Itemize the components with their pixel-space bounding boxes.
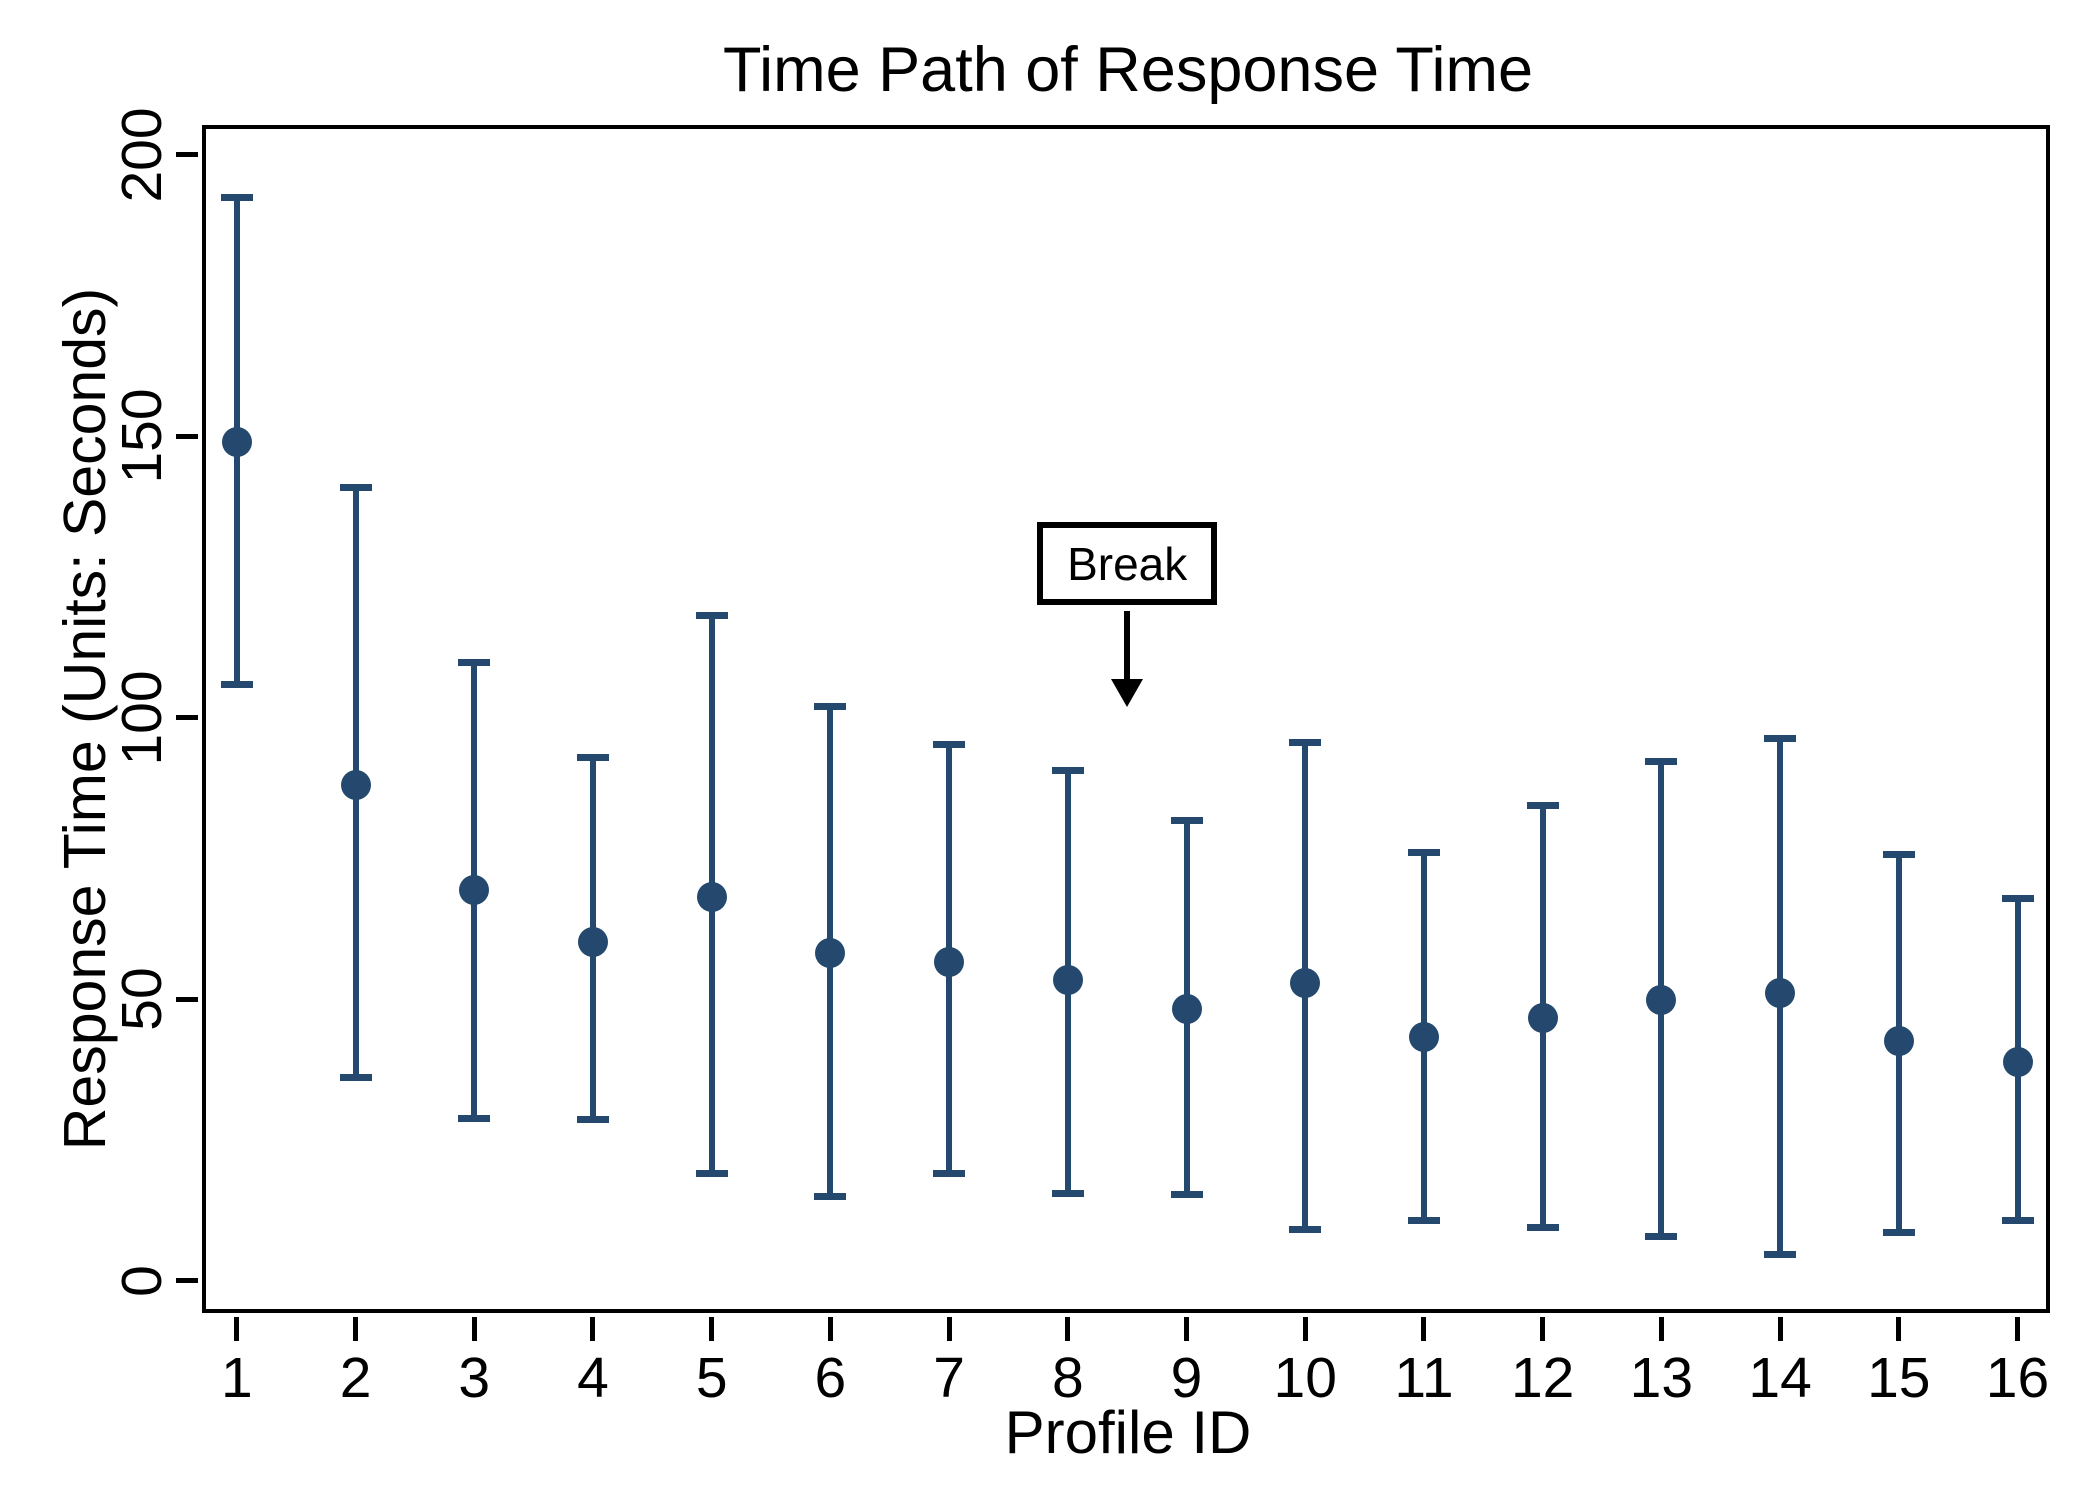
- y-axis-tick-label: 50: [110, 967, 174, 1032]
- mean-point-marker: [1765, 977, 1796, 1008]
- x-axis-tick: [1302, 1317, 1308, 1341]
- x-axis-tick-label: 10: [1273, 1346, 1337, 1410]
- x-axis-tick-label: 16: [1985, 1346, 2050, 1410]
- error-bar-upper-cap: [695, 612, 728, 620]
- y-axis-tick-label: 0: [110, 1264, 174, 1297]
- x-axis-tick: [1184, 1317, 1190, 1341]
- error-bar-lower-cap: [1882, 1229, 1915, 1237]
- error-bar-lower-cap: [339, 1073, 372, 1081]
- plot-area: Break 0 50 100 150 200 1 2 3 4 5 6 7 8 9 10 11 12 13 14 15 1…: [110, 107, 2050, 1410]
- chart-title: Time Path of Response Time: [722, 35, 1534, 105]
- error-bar-lower-cap: [1051, 1190, 1084, 1198]
- x-axis-tick-label: 4: [577, 1346, 609, 1410]
- mean-point-marker: [221, 427, 252, 457]
- error-bar-upper-cap: [1170, 817, 1203, 825]
- error-bar-upper-cap: [933, 741, 966, 749]
- x-axis-tick: [2015, 1317, 2020, 1341]
- mean-point-marker: [1408, 1022, 1439, 1053]
- break-arrow-shaft: [1124, 611, 1131, 681]
- y-axis-tick-label: 150: [110, 388, 174, 484]
- error-bar-upper-cap: [1051, 767, 1084, 775]
- error-bar-lower-cap: [1764, 1251, 1797, 1259]
- x-axis-tick-label: 12: [1510, 1346, 1575, 1410]
- error-bar-lower-cap: [1289, 1225, 1322, 1233]
- x-axis-tick: [1658, 1317, 1664, 1341]
- x-axis-tick: [590, 1317, 596, 1341]
- x-axis-tick-label: 7: [933, 1346, 965, 1410]
- error-bar-upper-cap: [458, 659, 491, 667]
- y-axis-tick-label: 200: [110, 107, 174, 203]
- error-bar-upper-cap: [1407, 849, 1440, 857]
- x-axis-tick: [471, 1317, 477, 1341]
- break-arrow-head-icon: [1111, 678, 1144, 707]
- mean-point-marker: [815, 937, 846, 968]
- error-bar-lower-cap: [220, 681, 253, 689]
- x-axis-tick: [1540, 1317, 1546, 1341]
- mean-point-marker: [2002, 1046, 2033, 1077]
- x-axis-label: Profile ID: [1004, 1399, 1252, 1466]
- error-bar-upper-cap: [1289, 738, 1322, 746]
- x-axis-tick-label: 6: [814, 1346, 847, 1410]
- error-bar-lower-cap: [933, 1170, 966, 1178]
- x-axis-tick-label: 2: [339, 1346, 372, 1410]
- error-bar-upper-cap: [1882, 851, 1915, 859]
- error-bar-lower-cap: [1170, 1191, 1203, 1199]
- error-bar-upper-cap: [576, 754, 609, 762]
- mean-point-marker: [1290, 968, 1321, 999]
- mean-point-marker: [340, 769, 371, 800]
- error-bar-lower-cap: [2001, 1217, 2034, 1225]
- error-bar-upper-cap: [1645, 758, 1678, 766]
- x-axis-tick: [1065, 1317, 1071, 1341]
- x-axis-tick: [827, 1317, 833, 1341]
- error-bar-upper-cap: [814, 702, 847, 710]
- mean-point-marker: [1527, 1002, 1558, 1033]
- x-axis-tick: [709, 1317, 715, 1341]
- y-axis-tick-label: 100: [110, 670, 174, 766]
- mean-point-marker: [1052, 964, 1083, 995]
- x-axis-tick-label: 14: [1748, 1346, 1812, 1410]
- mean-point-marker: [1171, 993, 1202, 1024]
- x-axis-tick-label: 3: [458, 1346, 491, 1410]
- error-bar-lower-cap: [814, 1193, 847, 1201]
- plot-inner: Break 0 50 100 150 200 1 2 3 4 5 6 7 8 9 10 11 12 13 14 15 1…: [110, 107, 2049, 1410]
- mean-point-marker: [1883, 1026, 1914, 1057]
- break-annotation-label: Break: [1067, 537, 1188, 590]
- mean-point-marker: [459, 875, 490, 906]
- mean-point-marker: [1646, 984, 1677, 1015]
- x-axis-tick: [234, 1317, 240, 1341]
- y-axis-tick: [176, 152, 198, 158]
- break-annotation-box: Break: [1037, 521, 1218, 606]
- error-bar-lower-cap: [576, 1116, 609, 1124]
- error-bar-upper-cap: [1526, 801, 1559, 809]
- x-axis-tick-label: 11: [1394, 1346, 1454, 1410]
- x-axis-tick: [1777, 1317, 1783, 1341]
- error-bar-lower-cap: [1645, 1233, 1678, 1241]
- x-axis-tick-label: 1: [221, 1346, 253, 1410]
- error-bar-lower-cap: [695, 1170, 728, 1178]
- error-bar-upper-cap: [339, 484, 372, 492]
- error-bar-lower-cap: [1407, 1216, 1440, 1224]
- x-axis-tick-label: 15: [1867, 1346, 1931, 1410]
- x-axis-tick: [1421, 1317, 1427, 1341]
- mean-point-marker: [934, 946, 965, 977]
- x-axis-tick: [946, 1317, 952, 1341]
- error-bar-upper-cap: [1764, 734, 1797, 742]
- error-bar-lower-cap: [458, 1115, 491, 1123]
- x-axis-tick: [1896, 1317, 1902, 1341]
- x-axis-tick-label: 13: [1629, 1346, 1694, 1410]
- y-axis-tick: [176, 996, 198, 1002]
- x-axis-tick-label: 9: [1170, 1346, 1203, 1410]
- x-axis-tick: [353, 1317, 359, 1341]
- y-axis-tick: [176, 433, 198, 439]
- mean-point-marker: [696, 881, 727, 912]
- x-axis-tick-label: 8: [1051, 1346, 1084, 1410]
- mean-point-marker: [577, 926, 608, 957]
- x-axis-tick-label: 5: [695, 1346, 728, 1410]
- error-bar-upper-cap: [2001, 895, 2034, 903]
- error-bar-upper-cap: [220, 193, 253, 201]
- error-bar-lower-cap: [1526, 1224, 1559, 1232]
- y-axis-tick: [176, 1278, 198, 1284]
- y-axis-tick: [176, 715, 198, 721]
